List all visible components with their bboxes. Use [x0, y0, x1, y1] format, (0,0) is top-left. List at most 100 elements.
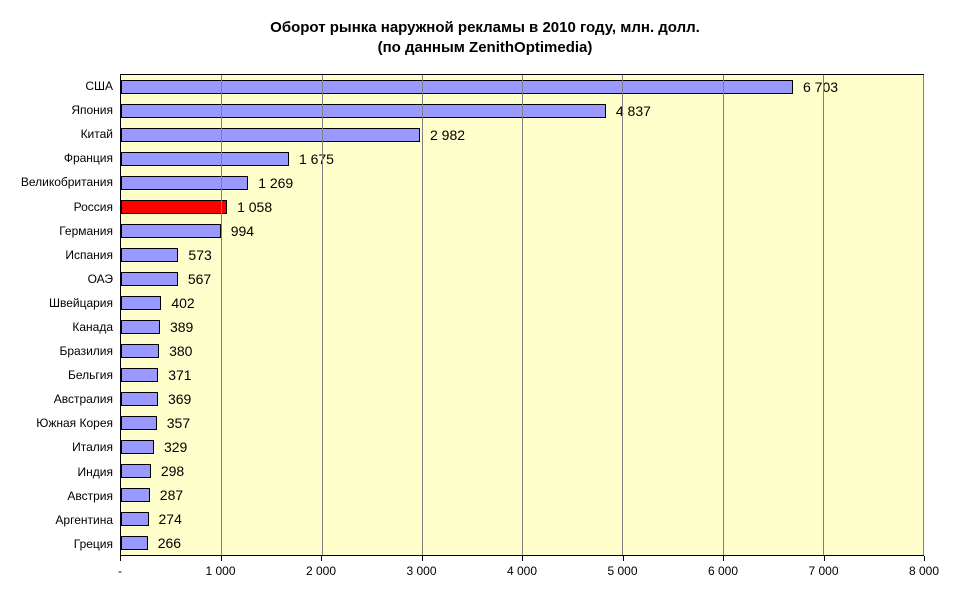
y-axis-label: Бразилия: [59, 344, 114, 359]
bar-value-label: 2 982: [429, 127, 466, 143]
y-axis-label: США: [85, 79, 113, 94]
y-axis-label: Япония: [71, 103, 113, 118]
bar-value-label: 371: [168, 367, 192, 383]
bar: [121, 367, 159, 383]
y-axis-label: Бельгия: [68, 368, 113, 383]
bar-value-label: 1 269: [258, 175, 294, 191]
bar-row: 266: [121, 531, 923, 555]
bar-value-label: 287: [159, 487, 184, 503]
gridline: [923, 75, 924, 555]
bar: [121, 391, 158, 407]
bar-value-label: 329: [163, 439, 188, 455]
bar: [121, 295, 162, 311]
bar-value-label: 389: [169, 319, 194, 335]
y-axis-label: Австрия: [67, 488, 113, 503]
bar-value-label: 380: [169, 343, 193, 359]
y-axis-label: Аргентина: [55, 512, 113, 527]
gridline: [221, 75, 223, 555]
bar: [121, 175, 249, 191]
y-axis-label: Южная Корея: [36, 416, 113, 431]
bar-row: 6 703: [121, 75, 923, 99]
y-axis-label: ОАЭ: [87, 271, 113, 286]
bar-value-label: 573: [188, 247, 212, 263]
x-axis-tick-label: 3 000: [406, 556, 437, 578]
chart-subtitle: (по данным ZenithOptimedia): [377, 39, 593, 56]
bar-row: 329: [121, 435, 923, 459]
bar: [121, 319, 160, 335]
bar-value-label: 1 675: [298, 151, 334, 167]
y-axis-label: Австралия: [53, 392, 113, 407]
bar-highlighted: [121, 199, 228, 215]
y-axis-label: Греция: [73, 536, 113, 551]
bar: [121, 151, 289, 167]
bar-value-label: 274: [158, 511, 182, 527]
y-axis-label: Испания: [65, 247, 113, 262]
bar: [121, 511, 149, 527]
y-axis-label: Канада: [72, 319, 113, 334]
bar: [121, 247, 179, 263]
gridline: [421, 75, 423, 555]
bar-row: 380: [121, 339, 923, 363]
bar-row: 371: [121, 363, 923, 387]
bar: [121, 415, 157, 431]
bar-value-label: 357: [166, 415, 191, 431]
bar: [121, 127, 420, 143]
bar-row: 369: [121, 387, 923, 411]
bar-row: 573: [121, 243, 923, 267]
y-axis-label: Италия: [72, 440, 113, 455]
bar-value-label: 567: [187, 271, 212, 287]
bar: [121, 223, 221, 239]
y-axis-label: Индия: [77, 464, 113, 479]
y-axis-label: Франция: [63, 151, 113, 166]
bar-row: 389: [121, 315, 923, 339]
bar-value-label: 266: [157, 535, 182, 551]
bar-row: 402: [121, 291, 923, 315]
bar-row: 2 982: [121, 123, 923, 147]
bar-row: 567: [121, 267, 923, 291]
x-axis-tick-label: 2 000: [305, 556, 337, 578]
bar-row: 1 058: [121, 195, 923, 219]
chart-title-block: Оборот рынка наружной рекламы в 2010 год…: [0, 0, 970, 70]
x-axis-tick-label: -: [118, 556, 122, 578]
x-axis-tick-label: 7 000: [808, 556, 839, 578]
bar: [121, 271, 178, 287]
bars-container: 6 703 4 837 2 982 1 675 1 269 1 058 994 573 567 4…: [121, 75, 923, 555]
y-axis-label: Германия: [59, 223, 113, 238]
bar: [121, 343, 160, 359]
bar-row: 287: [121, 483, 923, 507]
bar-row: 994: [121, 219, 923, 243]
x-axis-tick-label: 8 000: [908, 556, 940, 578]
bar-row: 274: [121, 507, 923, 531]
bar-value-label: 298: [160, 463, 185, 479]
bar-value-label: 6 703: [802, 79, 839, 95]
x-axis-tick-label: 1 000: [205, 556, 236, 578]
gridline: [522, 75, 523, 555]
chart-title: Оборот рынка наружной рекламы в 2010 год…: [270, 19, 700, 36]
bar: [121, 463, 151, 479]
chart-body: США Япония Китай Франция Великобритания Росси…: [0, 74, 924, 556]
bar: [121, 535, 148, 551]
x-axis-tick-label: 4 000: [506, 556, 538, 578]
bar-row: 4 837: [121, 99, 923, 123]
y-axis-label: Россия: [73, 199, 113, 214]
bar-value-label: 369: [167, 391, 192, 407]
bar: [121, 439, 154, 455]
bar: [121, 487, 150, 503]
bar-value-label: 1 058: [237, 199, 273, 215]
bar: [121, 103, 606, 119]
x-axis: - 1 000 2 000 3 000 4 000 5 000 6 000 7 000 8 00…: [118, 556, 939, 586]
bar-row: 298: [121, 459, 923, 483]
gridline: [722, 75, 724, 555]
x-axis-tick-label: 6 000: [707, 556, 739, 578]
bar-row: 1 675: [121, 147, 923, 171]
bar-row: 357: [121, 411, 923, 435]
gridline: [622, 75, 624, 555]
bar: [121, 79, 793, 95]
y-axis-labels: США Япония Китай Франция Великобритания Росси…: [0, 74, 120, 556]
y-axis-label: Швейцария: [48, 295, 113, 310]
bar-value-label: 994: [230, 223, 255, 239]
bar-value-label: 402: [171, 295, 195, 311]
gridline: [321, 75, 323, 555]
plot-area: 6 703 4 837 2 982 1 675 1 269 1 058 994 573 567 4…: [120, 74, 924, 556]
